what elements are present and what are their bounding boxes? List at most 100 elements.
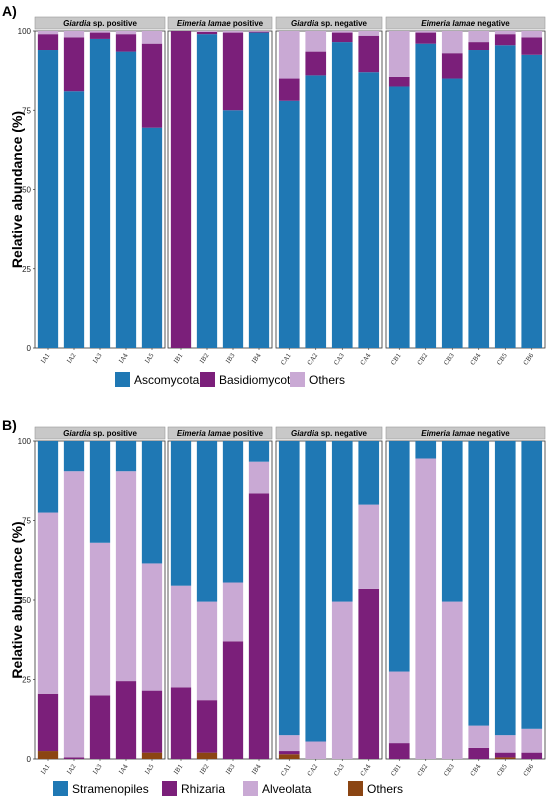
facet-strip bbox=[34, 426, 166, 440]
bar-segment-stramenopiles bbox=[222, 441, 244, 583]
bar-segment-rhizaria bbox=[141, 690, 163, 753]
bar-segment-rhizaria bbox=[37, 693, 59, 752]
x-tick-label: IA5 bbox=[144, 763, 156, 776]
bar-segment-rhizaria bbox=[278, 751, 300, 755]
y-tick-label: 0 bbox=[27, 755, 32, 764]
bar-segment-basidiomycota bbox=[63, 37, 85, 92]
facet-title: Giardia sp. positive bbox=[63, 429, 137, 438]
bar-segment-rhizaria bbox=[494, 752, 516, 758]
bar-segment-basidiomycota bbox=[494, 34, 516, 46]
facet-strip bbox=[385, 426, 546, 440]
bar-segment-alveolata bbox=[170, 585, 192, 688]
bar-segment-basidiomycota bbox=[222, 32, 244, 111]
x-tick-label: IA5 bbox=[144, 352, 156, 365]
bar-segment-stramenopiles bbox=[358, 441, 380, 505]
legend-swatch bbox=[348, 781, 363, 796]
x-tick-label: IA3 bbox=[92, 352, 104, 365]
bar-segment-rhizaria bbox=[388, 743, 410, 759]
bar-segment-others bbox=[196, 31, 218, 32]
bar-segment-alveolata bbox=[196, 601, 218, 701]
facet-title-italic: Giardia bbox=[63, 19, 91, 28]
bar-segment-ascomycota bbox=[115, 51, 137, 348]
facet-title-rest: sp. positive bbox=[91, 429, 138, 438]
y-tick-label: 75 bbox=[22, 517, 31, 526]
bar-segment-rhizaria bbox=[170, 687, 192, 759]
legend-label: Others bbox=[367, 782, 403, 796]
bar-segment-others bbox=[468, 31, 490, 43]
bar-segment-others bbox=[89, 31, 111, 33]
legend-label: Ascomycota bbox=[134, 373, 200, 387]
x-tick-label: CA3 bbox=[333, 352, 346, 367]
bar-segment-others bbox=[331, 31, 353, 33]
bar-segment-rhizaria bbox=[89, 695, 111, 759]
legend-label: Alveolata bbox=[262, 782, 312, 796]
x-tick-label: CB4 bbox=[469, 352, 482, 367]
y-tick-label: 50 bbox=[22, 186, 31, 195]
y-tick-label: 100 bbox=[18, 27, 32, 36]
facet-title: Giardia sp. negative bbox=[291, 19, 368, 28]
y-tick-label: 100 bbox=[18, 437, 32, 446]
x-tick-label: IB2 bbox=[199, 352, 211, 365]
bar-segment-ascomycota bbox=[468, 50, 490, 349]
facet-title-rest: sp. positive bbox=[91, 19, 138, 28]
bar-segment-alveolata bbox=[388, 671, 410, 744]
bar-segment-alveolata bbox=[278, 735, 300, 752]
x-tick-label: IA3 bbox=[92, 763, 104, 776]
bar-segment-ascomycota bbox=[196, 34, 218, 349]
bar-segment-others bbox=[196, 752, 218, 759]
bar-segment-rhizaria bbox=[222, 641, 244, 759]
bar-segment-rhizaria bbox=[63, 757, 85, 759]
x-tick-label: IA1 bbox=[40, 763, 52, 776]
y-tick-label: 0 bbox=[27, 344, 32, 353]
bar-segment-alveolata bbox=[468, 725, 490, 748]
bar-segment-basidiomycota bbox=[331, 32, 353, 43]
x-tick-label: CB1 bbox=[390, 352, 403, 367]
bar-segment-others bbox=[248, 31, 270, 32]
panel-b: B) Relative abundance (%) 0 25 50 75 100 Giardi… bbox=[2, 417, 546, 796]
x-tick-label: IA4 bbox=[118, 352, 130, 365]
x-tick-label: IA4 bbox=[118, 763, 130, 776]
facet-title-rest: positive bbox=[231, 429, 264, 438]
bar-segment-rhizaria bbox=[115, 681, 137, 759]
bar-segment-stramenopiles bbox=[521, 441, 543, 729]
bar-segment-alveolata bbox=[415, 458, 437, 759]
y-axis-title: Relative abundance (%) bbox=[9, 111, 25, 268]
facet-title-italic: Giardia bbox=[63, 429, 91, 438]
bar-segment-alveolata bbox=[358, 504, 380, 589]
x-tick-label: CB6 bbox=[522, 763, 535, 778]
bar-segment-ascomycota bbox=[331, 42, 353, 348]
bar-segment-others bbox=[278, 754, 300, 759]
bar-segment-others bbox=[441, 31, 463, 54]
bar-segment-ascomycota bbox=[141, 127, 163, 348]
bar-segment-stramenopiles bbox=[196, 441, 218, 602]
bar-segment-stramenopiles bbox=[441, 441, 463, 602]
facet-title-italic: Eimeria lamae bbox=[421, 429, 475, 438]
bar-segment-others bbox=[222, 31, 244, 33]
bar-segment-others bbox=[278, 31, 300, 79]
legend-swatch bbox=[290, 372, 305, 387]
panel-a: A) Relative abundance (%) 0 25 50 75 100 Giardi… bbox=[2, 3, 546, 387]
x-tick-label: CA4 bbox=[359, 352, 372, 367]
x-tick-label: CA3 bbox=[333, 763, 346, 778]
x-tick-label: IB2 bbox=[199, 763, 211, 776]
x-tick-label: IB1 bbox=[173, 763, 185, 776]
bar-segment-stramenopiles bbox=[305, 441, 327, 742]
x-tick-label: CB2 bbox=[416, 763, 429, 778]
x-tick-label: IB4 bbox=[251, 352, 263, 365]
facet-title-rest: negative bbox=[475, 429, 510, 438]
x-tick-label: IB4 bbox=[251, 763, 263, 776]
bar-segment-rhizaria bbox=[196, 700, 218, 753]
facet-title: Eimeria lamae negative bbox=[421, 429, 510, 438]
x-tick-label: CB4 bbox=[469, 763, 482, 778]
bar-segment-others bbox=[388, 31, 410, 77]
panel-label: A) bbox=[2, 3, 17, 19]
facet-title-rest: negative bbox=[475, 19, 510, 28]
bar-segment-basidiomycota bbox=[441, 53, 463, 79]
x-tick-label: CB3 bbox=[443, 763, 456, 778]
x-tick-label: CA2 bbox=[306, 763, 319, 778]
facet-strip bbox=[167, 16, 273, 30]
bar-segment-ascomycota bbox=[63, 91, 85, 348]
bar-segment-ascomycota bbox=[415, 43, 437, 349]
bar-segment-stramenopiles bbox=[37, 441, 59, 513]
